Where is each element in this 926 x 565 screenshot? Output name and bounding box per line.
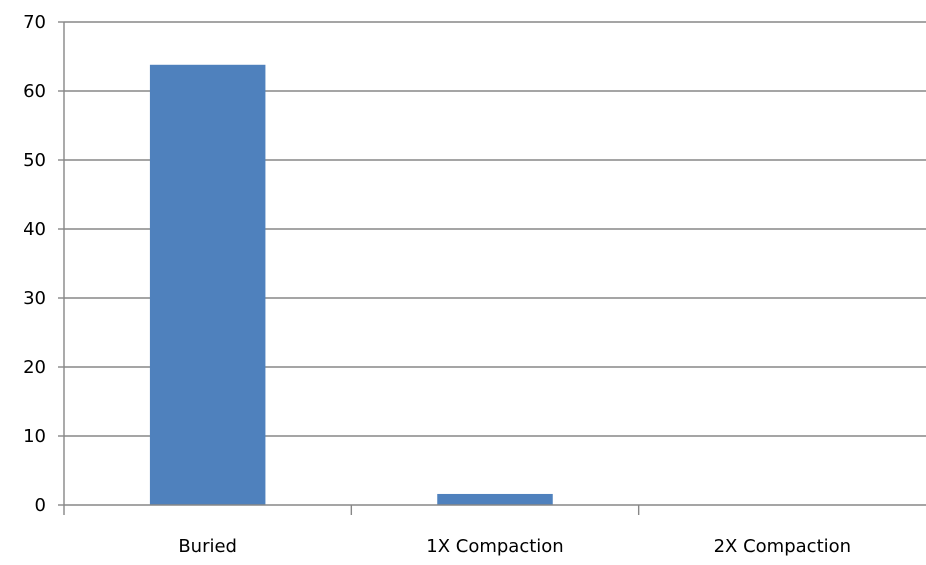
x-tick-label: Buried <box>178 536 237 557</box>
x-tick-label: 1X Compaction <box>426 536 563 557</box>
y-tick-label: 40 <box>23 219 46 240</box>
bar-buried <box>149 64 266 505</box>
y-tick-label: 60 <box>23 81 46 102</box>
bar-1x-compaction <box>437 493 553 505</box>
y-tick-label: 10 <box>23 426 46 447</box>
x-tick-labels: Buried 1X Compaction 2X Compaction <box>63 505 851 557</box>
bars <box>149 64 553 505</box>
y-tick-labels: 0 10 20 30 40 50 60 70 <box>23 12 64 516</box>
y-tick-label: 0 <box>35 495 46 516</box>
y-tick-label: 70 <box>23 12 46 33</box>
y-tick-label: 30 <box>23 288 46 309</box>
y-tick-label: 50 <box>23 150 46 171</box>
x-tick-label: 2X Compaction <box>714 536 851 557</box>
axes <box>63 22 926 506</box>
y-tick-label: 20 <box>23 357 46 378</box>
